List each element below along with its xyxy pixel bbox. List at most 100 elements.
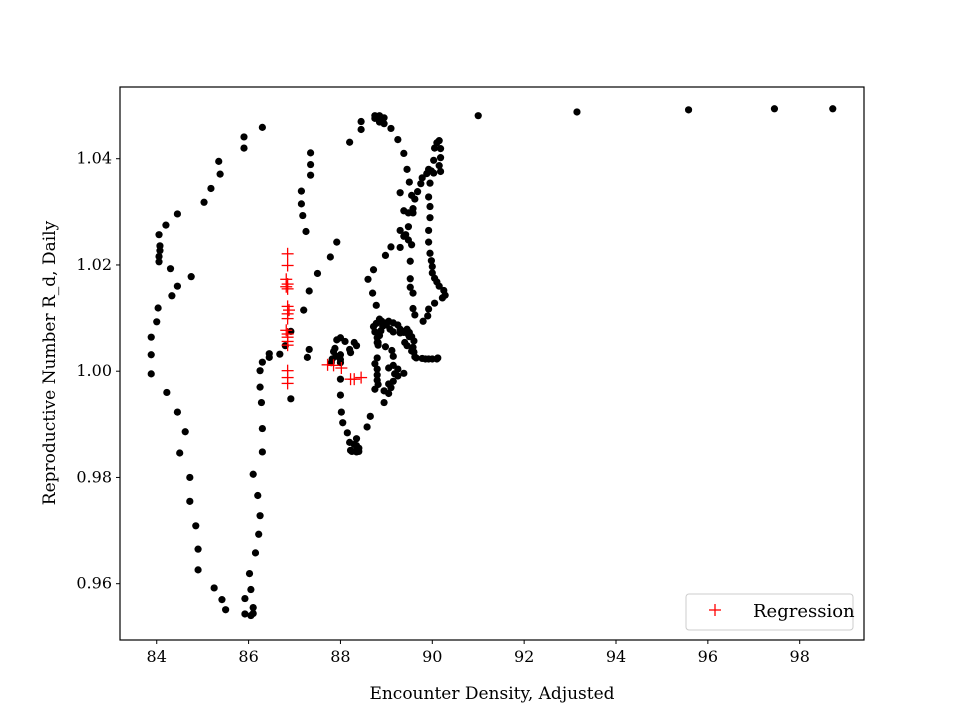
data-point (306, 160, 315, 169)
data-point (154, 304, 162, 312)
data-point (396, 226, 404, 235)
data-point (428, 269, 436, 277)
data-point (436, 167, 445, 176)
data-point (276, 350, 284, 358)
data-point (405, 178, 413, 186)
regression-point (327, 359, 340, 372)
data-point (153, 318, 161, 326)
data-point (404, 223, 413, 231)
data-point (346, 446, 355, 454)
data-point (425, 193, 433, 201)
y-tick-label: 1.00 (76, 361, 112, 380)
x-tick-label: 84 (147, 647, 167, 666)
data-point (829, 105, 837, 113)
data-point (181, 428, 189, 436)
data-point (303, 353, 311, 361)
data-point (426, 179, 434, 187)
data-point (387, 124, 395, 133)
data-point (297, 200, 306, 208)
data-point (424, 312, 432, 320)
x-tick-label: 94 (606, 647, 626, 666)
data-point (406, 283, 414, 291)
data-point (400, 232, 408, 240)
y-tick-label: 0.96 (76, 574, 112, 593)
data-point (245, 569, 254, 578)
data-point (373, 371, 381, 379)
data-point (333, 238, 341, 246)
y-tick-label: 1.04 (76, 149, 112, 168)
data-point (241, 610, 249, 618)
regression-point (335, 362, 348, 375)
data-point (364, 275, 372, 283)
data-point (394, 135, 402, 144)
data-point (406, 275, 414, 283)
x-tick-label: 86 (238, 647, 258, 666)
data-point (168, 292, 176, 300)
y-axis-label: Reproductive Number R_d, Daily (40, 220, 60, 505)
data-point (251, 549, 260, 557)
data-point (222, 606, 230, 614)
data-point (192, 522, 200, 530)
data-point (329, 347, 338, 356)
legend-box (685, 593, 854, 631)
data-point (166, 265, 175, 273)
data-point (176, 449, 184, 457)
data-point (427, 257, 435, 265)
data-point (380, 398, 388, 407)
data-point (373, 365, 381, 373)
data-point (400, 207, 408, 215)
data-point (396, 189, 404, 197)
data-point (333, 336, 341, 344)
data-point (300, 306, 308, 314)
data-point (297, 187, 306, 195)
data-point (313, 269, 322, 278)
regression-point (281, 282, 294, 295)
data-point (194, 566, 202, 574)
data-point (256, 512, 264, 520)
points-layer (147, 105, 837, 620)
regression-point (281, 259, 294, 272)
data-point (305, 287, 313, 295)
data-point (380, 114, 388, 122)
data-point (336, 355, 345, 364)
data-point (216, 170, 224, 178)
data-point (381, 251, 390, 259)
data-point (573, 108, 581, 116)
data-point (409, 289, 417, 297)
data-point (430, 156, 438, 164)
data-point (394, 372, 402, 380)
data-point (287, 327, 295, 335)
data-point (387, 384, 395, 392)
data-point (258, 448, 266, 456)
data-point (299, 211, 307, 220)
data-point (372, 301, 380, 309)
data-point (147, 351, 155, 359)
data-point (389, 328, 397, 336)
data-point (396, 243, 404, 252)
data-point (173, 210, 182, 218)
data-point (474, 112, 482, 120)
data-point (406, 257, 414, 265)
data-point (435, 162, 443, 170)
data-point (187, 273, 195, 281)
data-point (265, 350, 273, 358)
regression-point (355, 371, 368, 384)
data-point (440, 286, 448, 295)
data-point (155, 231, 163, 239)
data-point (346, 138, 354, 146)
data-point (373, 354, 381, 362)
data-point (428, 262, 436, 271)
data-point (336, 375, 345, 383)
data-point (302, 227, 310, 236)
data-point (200, 198, 208, 206)
data-point (403, 342, 411, 350)
data-point (425, 305, 433, 313)
y-tick-label: 1.02 (76, 255, 112, 274)
data-point (173, 282, 182, 290)
legend-label-regression: Regression (753, 601, 855, 622)
data-point (346, 345, 354, 354)
data-point (394, 365, 402, 373)
data-point (426, 214, 434, 222)
plot-frame (119, 86, 865, 641)
x-tick-label: 90 (422, 647, 442, 666)
